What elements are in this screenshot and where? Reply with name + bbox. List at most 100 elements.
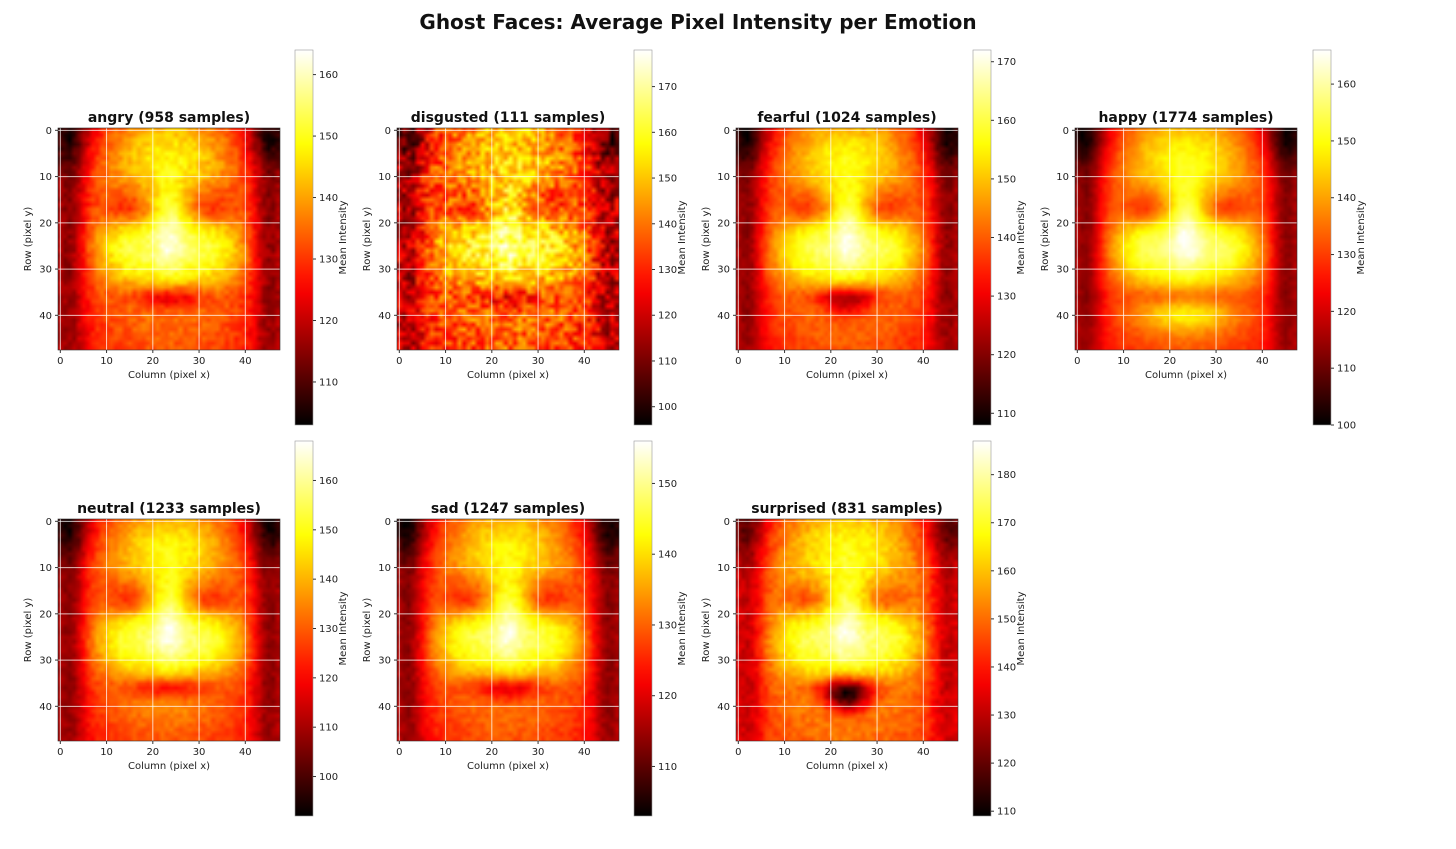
x-tick-label: 30 [1210,356,1223,367]
y-tick-label: 40 [39,702,52,713]
colorbar-tick-label: 150 [997,174,1016,185]
y-tick-label: 20 [39,218,52,229]
heatmap-image [736,128,958,350]
y-tick-label: 30 [717,265,730,276]
x-tick-label: 10 [778,747,791,758]
colorbar-tick-label: 150 [1337,136,1356,147]
colorbar-tick-label: 140 [658,219,677,230]
x-tick-label: 10 [778,356,791,367]
colorbar-tick-label: 140 [997,233,1016,244]
heatmap-image [397,128,619,350]
x-tick-label: 30 [193,747,206,758]
colorbar-tick-label: 160 [997,566,1016,577]
heatmap-image [1075,128,1297,350]
x-axis-label: Column (pixel x) [806,370,888,381]
y-tick-label: 0 [1063,126,1069,137]
panel-title: angry (958 samples) [88,110,250,126]
axes-frame [1074,127,1298,351]
colorbar [294,49,314,426]
x-tick-label: 30 [871,356,884,367]
y-axis-label: Row (pixel y) [362,598,373,663]
colorbar-tick-label: 130 [997,711,1016,722]
x-tick-label: 30 [532,356,545,367]
axes-frame [735,518,959,742]
y-tick-label: 40 [717,702,730,713]
y-tick-label: 10 [378,172,391,183]
x-tick-label: 20 [824,747,837,758]
colorbar-tick-label: 110 [658,762,677,773]
colorbar [972,49,992,426]
x-tick-label: 40 [1256,356,1269,367]
figure-title: Ghost Faces: Average Pixel Intensity per… [419,10,977,34]
y-tick-label: 0 [46,517,52,528]
x-tick-label: 10 [439,747,452,758]
colorbar-tick-label: 110 [997,409,1016,420]
y-tick-label: 40 [1056,311,1069,322]
x-tick-label: 0 [735,747,741,758]
colorbar-label: Mean Intensity [677,200,688,274]
y-tick-label: 20 [717,218,730,229]
y-tick-label: 40 [378,702,391,713]
y-axis-label: Row (pixel y) [701,598,712,663]
x-axis-label: Column (pixel x) [806,761,888,772]
colorbar-tick-label: 100 [658,402,677,413]
axes-frame [57,127,281,351]
panel-angry: 0 10 20 30 40 0 10 20 30 40 angry (958 samples) Col… [23,49,349,426]
colorbar-label: Mean Intensity [1356,200,1367,274]
colorbar-label: Mean Intensity [338,200,349,274]
colorbar-tick-label: 130 [319,255,338,266]
heatmap-image [58,519,280,741]
axes-frame [735,127,959,351]
x-tick-label: 0 [396,356,402,367]
x-tick-label: 0 [57,356,63,367]
colorbar-tick-label: 130 [658,620,677,631]
x-tick-label: 10 [100,747,113,758]
panel-disgusted: 0 10 20 30 40 0 10 20 30 40 disgusted (111 samples… [362,49,688,426]
y-axis-label: Row (pixel y) [362,207,373,272]
x-tick-label: 20 [146,747,159,758]
panel-happy: 0 10 20 30 40 0 10 20 30 40 happy (1774 samples) Co… [1040,49,1367,432]
x-tick-label: 30 [532,747,545,758]
colorbar-tick-label: 120 [997,350,1016,361]
panel-title: surprised (831 samples) [751,501,943,517]
heatmap-image [736,519,958,741]
y-axis-label: Row (pixel y) [1040,207,1051,272]
y-tick-label: 0 [385,517,391,528]
x-tick-label: 20 [1163,356,1176,367]
y-tick-label: 10 [717,172,730,183]
colorbar-tick-label: 170 [658,82,677,93]
colorbar [633,440,653,817]
y-axis-label: Row (pixel y) [701,207,712,272]
x-tick-label: 40 [239,747,252,758]
y-tick-label: 10 [39,563,52,574]
colorbar-tick-label: 170 [997,57,1016,68]
y-tick-label: 0 [385,126,391,137]
y-tick-label: 0 [724,126,730,137]
x-tick-label: 30 [871,747,884,758]
x-tick-label: 40 [578,356,591,367]
x-tick-label: 20 [485,747,498,758]
colorbar-tick-label: 120 [658,311,677,322]
colorbar-tick-label: 120 [658,691,677,702]
y-axis-label: Row (pixel y) [23,598,34,663]
y-tick-label: 30 [378,265,391,276]
x-tick-label: 20 [146,356,159,367]
colorbar-tick-label: 160 [658,128,677,139]
colorbar-tick-label: 150 [319,525,338,536]
x-axis-label: Column (pixel x) [1145,370,1227,381]
y-tick-label: 20 [378,218,391,229]
colorbar-tick-label: 180 [997,470,1016,481]
colorbar [633,49,653,426]
y-tick-label: 20 [39,609,52,620]
colorbar-tick-label: 120 [997,759,1016,770]
colorbar-tick-label: 100 [1337,421,1356,432]
x-axis-label: Column (pixel x) [467,761,549,772]
x-tick-label: 40 [239,356,252,367]
colorbar-label: Mean Intensity [1016,591,1027,665]
colorbar-tick-label: 140 [319,575,338,586]
colorbar-tick-label: 110 [319,377,338,388]
heatmap-image [397,519,619,741]
y-tick-label: 10 [378,563,391,574]
colorbar-tick-label: 140 [658,550,677,561]
panel-title: disgusted (111 samples) [411,110,605,126]
